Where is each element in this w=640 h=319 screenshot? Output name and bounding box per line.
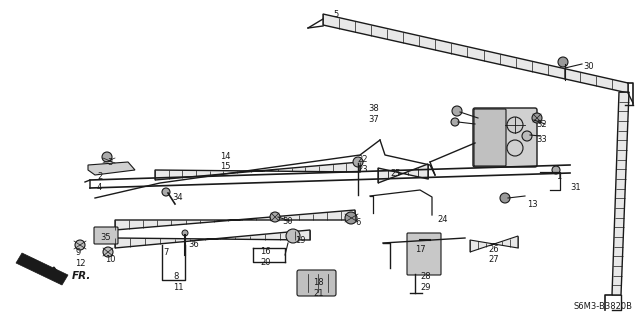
Text: 8: 8: [173, 272, 179, 281]
Text: 27: 27: [488, 255, 499, 264]
Text: 20: 20: [260, 258, 271, 267]
Text: S6M3-B3820B: S6M3-B3820B: [573, 302, 632, 311]
Circle shape: [451, 118, 459, 126]
Circle shape: [532, 113, 542, 123]
Text: 6: 6: [355, 218, 360, 227]
Circle shape: [102, 152, 112, 162]
Polygon shape: [470, 236, 518, 252]
FancyBboxPatch shape: [297, 270, 336, 296]
FancyBboxPatch shape: [474, 109, 506, 166]
Polygon shape: [378, 164, 428, 183]
Text: 19: 19: [295, 236, 305, 245]
Text: 10: 10: [105, 255, 115, 264]
Polygon shape: [612, 92, 629, 295]
Text: 35: 35: [100, 233, 111, 242]
Text: 1: 1: [556, 172, 561, 181]
Text: 21: 21: [313, 289, 323, 298]
Text: 7: 7: [163, 248, 168, 257]
Circle shape: [75, 240, 85, 250]
Text: 14: 14: [220, 152, 230, 161]
Text: 26: 26: [488, 245, 499, 254]
Text: 37: 37: [368, 115, 379, 124]
Text: 29: 29: [420, 283, 431, 292]
Circle shape: [182, 230, 188, 236]
Text: 34: 34: [172, 193, 182, 202]
Circle shape: [162, 188, 170, 196]
Text: 30: 30: [282, 217, 292, 226]
Text: 22: 22: [357, 155, 367, 164]
Circle shape: [353, 157, 363, 167]
Text: 32: 32: [536, 120, 547, 129]
Polygon shape: [88, 162, 135, 175]
Text: 5: 5: [333, 10, 339, 19]
Text: 9: 9: [75, 248, 80, 257]
Text: 4: 4: [97, 183, 102, 192]
Polygon shape: [323, 14, 628, 93]
Polygon shape: [115, 230, 310, 248]
Text: 16: 16: [260, 247, 271, 256]
Polygon shape: [155, 162, 360, 180]
Text: 28: 28: [420, 272, 431, 281]
Text: 30: 30: [583, 62, 594, 71]
FancyBboxPatch shape: [473, 108, 537, 167]
Circle shape: [500, 193, 510, 203]
Text: 17: 17: [415, 245, 426, 254]
Text: 3: 3: [107, 158, 113, 167]
Text: 24: 24: [437, 215, 447, 224]
Polygon shape: [115, 210, 355, 230]
Text: 25: 25: [390, 169, 401, 178]
Text: 11: 11: [173, 283, 184, 292]
Circle shape: [286, 229, 300, 243]
Text: 18: 18: [313, 278, 324, 287]
FancyBboxPatch shape: [407, 233, 441, 275]
Text: 13: 13: [527, 200, 538, 209]
Text: 15: 15: [220, 162, 230, 171]
Text: 36: 36: [188, 240, 199, 249]
Text: 38: 38: [368, 104, 379, 113]
Text: 2: 2: [97, 172, 102, 181]
Text: 33: 33: [536, 135, 547, 144]
Text: 23: 23: [357, 165, 367, 174]
Circle shape: [345, 212, 357, 224]
Circle shape: [552, 166, 560, 174]
FancyBboxPatch shape: [94, 227, 118, 244]
Polygon shape: [16, 253, 68, 285]
Circle shape: [270, 212, 280, 222]
Text: 12: 12: [75, 259, 86, 268]
Circle shape: [558, 57, 568, 67]
Circle shape: [522, 131, 532, 141]
Circle shape: [103, 247, 113, 257]
Text: 31: 31: [570, 183, 580, 192]
Circle shape: [452, 106, 462, 116]
Text: FR.: FR.: [72, 271, 92, 281]
